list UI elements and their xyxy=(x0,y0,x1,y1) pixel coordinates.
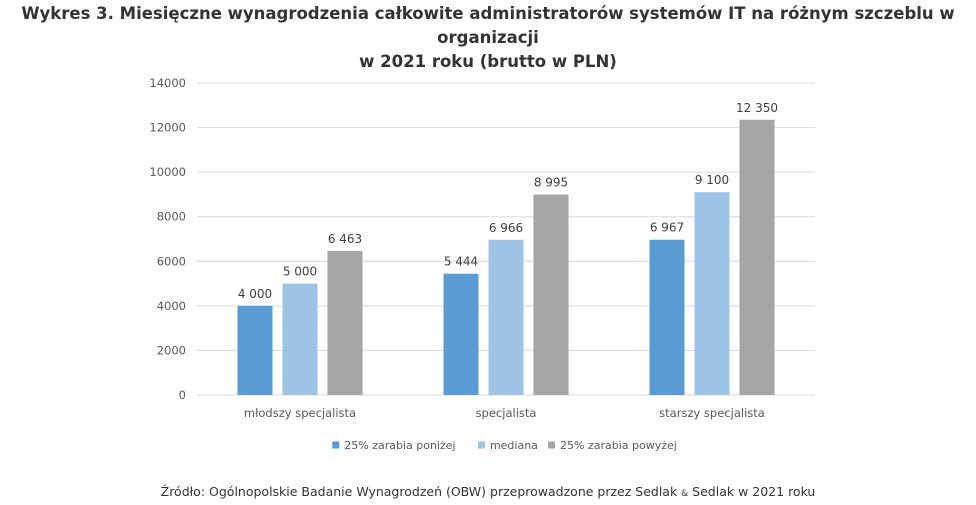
bar xyxy=(694,192,730,395)
x-tick-label: młodszy specjalista xyxy=(244,406,356,420)
legend-label: 25% zarabia poniżej xyxy=(344,439,455,452)
bar xyxy=(443,273,479,395)
chart-title-line1: Wykres 3. Miesięczne wynagrodzenia całko… xyxy=(21,4,955,47)
data-label: 6 463 xyxy=(328,232,362,246)
y-tick-label: 8000 xyxy=(157,210,186,224)
y-tick-label: 2000 xyxy=(157,343,186,357)
bar xyxy=(488,239,524,395)
y-tick-label: 10000 xyxy=(149,165,186,179)
legend-swatch xyxy=(548,441,556,449)
y-tick-label: 0 xyxy=(179,388,186,402)
chart-title: Wykres 3. Miesięczne wynagrodzenia całko… xyxy=(0,2,976,74)
data-label: 9 100 xyxy=(695,173,729,187)
chart-title-line2: w 2021 roku (brutto w PLN) xyxy=(359,52,617,71)
bar xyxy=(282,283,318,395)
data-label: 5 000 xyxy=(283,265,317,279)
legend-swatch xyxy=(332,441,340,449)
y-tick-label: 14000 xyxy=(149,76,186,90)
source-ampersand: & xyxy=(681,489,689,499)
data-label: 6 967 xyxy=(650,221,684,235)
bar xyxy=(739,119,775,396)
x-tick-label: starszy specjalista xyxy=(659,406,765,420)
source-text-before: Źródło: Ogólnopolskie Badanie Wynagrodze… xyxy=(160,484,682,499)
bar xyxy=(533,194,569,395)
x-tick-label: specjalista xyxy=(476,406,537,420)
y-tick-label: 4000 xyxy=(157,299,186,313)
bar xyxy=(237,305,273,395)
bar xyxy=(649,239,685,395)
y-tick-label: 6000 xyxy=(157,254,186,268)
data-label: 8 995 xyxy=(534,176,568,190)
data-label: 4 000 xyxy=(238,287,272,301)
legend-label: mediana xyxy=(490,439,538,452)
data-label: 6 966 xyxy=(489,221,523,235)
source-note: Źródło: Ogólnopolskie Badanie Wynagrodze… xyxy=(0,484,976,499)
legend-swatch xyxy=(477,441,485,449)
y-tick-label: 12000 xyxy=(149,121,186,135)
source-text-after: Sedlak w 2021 roku xyxy=(688,484,816,499)
bar xyxy=(327,250,363,395)
data-label: 5 444 xyxy=(444,255,478,269)
data-label: 12 350 xyxy=(736,101,778,115)
legend-label: 25% zarabia powyżej xyxy=(560,439,677,452)
